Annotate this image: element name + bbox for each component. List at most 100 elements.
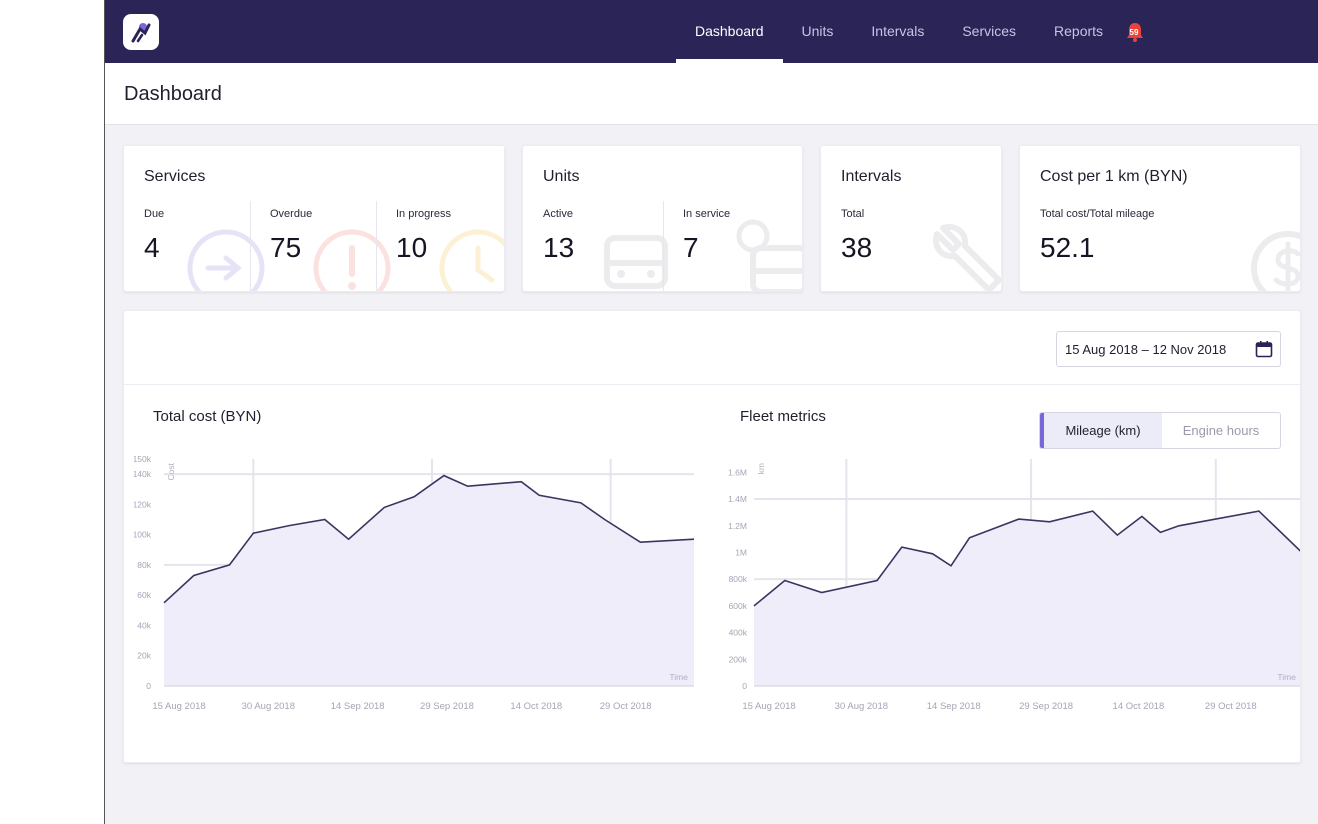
- y-tick-label: 140k: [134, 469, 152, 479]
- y-tick-label: 80k: [137, 560, 151, 570]
- wrench-icon: [933, 224, 1001, 291]
- x-tick-label: 14 Oct 2018: [1113, 701, 1165, 712]
- x-tick-label: 29 Sep 2018: [420, 701, 474, 712]
- units-inservice-label: In service: [683, 208, 731, 220]
- y-tick-label: 20k: [137, 651, 151, 661]
- x-tick-label: 15 Aug 2018: [152, 701, 205, 712]
- services-inprogress-value: 10: [396, 232, 428, 263]
- cost-stat: Total cost/Total mileage 52.1: [1040, 208, 1154, 264]
- intervals-total-value: 38: [841, 232, 873, 263]
- services-card-title: Services: [144, 168, 206, 185]
- y-tick-label: 1.4M: [728, 494, 747, 504]
- car-icon: [604, 235, 668, 289]
- x-tick-label: 15 Aug 2018: [742, 701, 795, 712]
- y-axis-label: km: [756, 463, 766, 474]
- x-tick-label: 30 Aug 2018: [835, 701, 888, 712]
- y-tick-label: 200k: [729, 654, 748, 664]
- units-inservice-value: 7: [683, 232, 699, 263]
- intervals-total-label: Total: [841, 208, 865, 220]
- alert-circle-icon: [313, 229, 391, 291]
- nav-item-services[interactable]: Services: [962, 23, 1017, 39]
- cost-card[interactable]: Cost per 1 km (BYN) Total cost/Total mil…: [1019, 145, 1301, 292]
- services-due-stat: Due 4: [144, 208, 164, 264]
- fleet-metric-toggle: Mileage (km) Engine hours: [1039, 412, 1281, 449]
- x-tick-label: 14 Sep 2018: [927, 701, 981, 712]
- app-frame: Dashboard Units Intervals Services Repor…: [104, 0, 1318, 824]
- page-header: Dashboard: [105, 63, 1318, 125]
- nav-item-dashboard[interactable]: Dashboard: [676, 0, 783, 63]
- y-axis-label: Cost: [166, 462, 176, 480]
- total-cost-chart: 0 20k 40k 60k 80k 100k 120k 140k 150k 15 Aug 2018…: [134, 454, 695, 712]
- y-tick-label: 1.2M: [728, 521, 747, 531]
- y-tick-label: 400k: [729, 628, 748, 638]
- cost-value: 52.1: [1040, 232, 1095, 263]
- total-cost-chart-title: Total cost (BYN): [153, 408, 262, 425]
- fleet-metrics-title: Fleet metrics: [740, 408, 826, 425]
- dollar-coin-icon: [1251, 231, 1300, 291]
- divider: [250, 201, 251, 291]
- logo-icon: [131, 23, 151, 43]
- app-logo[interactable]: [123, 14, 159, 50]
- top-nav-bar: Dashboard Units Intervals Services Repor…: [105, 0, 1318, 63]
- x-axis-label: Time: [1277, 672, 1296, 682]
- divider: [663, 201, 664, 291]
- units-card-title: Units: [543, 168, 580, 185]
- y-tick-label: 1.6M: [728, 467, 747, 477]
- units-active-stat: Active 13: [543, 208, 574, 264]
- charts-card: 15 Aug 2018 – 12 Nov 2018 Total cost (BY…: [123, 310, 1301, 763]
- main-nav: Dashboard Units Intervals Services Repor…: [676, 0, 1122, 63]
- nav-item-units[interactable]: Units: [801, 23, 834, 39]
- units-active-label: Active: [543, 208, 573, 220]
- services-due-value: 4: [144, 232, 160, 263]
- services-overdue-label: Overdue: [270, 208, 313, 220]
- nav-item-reports[interactable]: Reports: [1054, 23, 1104, 39]
- y-tick-label: 600k: [729, 601, 748, 611]
- services-overdue-value: 75: [270, 232, 302, 263]
- y-tick-label: 1M: [735, 547, 747, 557]
- units-active-value: 13: [543, 232, 575, 263]
- notification-bell-icon[interactable]: [1125, 22, 1145, 42]
- x-tick-label: 14 Sep 2018: [331, 701, 385, 712]
- services-overdue-stat: Overdue 75: [270, 208, 312, 264]
- cost-sub-label: Total cost/Total mileage: [1040, 208, 1155, 220]
- y-tick-label: 40k: [137, 620, 151, 630]
- date-range-value: 15 Aug 2018 – 12 Nov 2018: [1065, 342, 1227, 357]
- y-tick-label: 800k: [729, 574, 748, 584]
- x-tick-label: 30 Aug 2018: [242, 701, 295, 712]
- intervals-card-title: Intervals: [841, 168, 902, 185]
- x-tick-label: 29 Oct 2018: [600, 701, 652, 712]
- calendar-icon[interactable]: [1255, 340, 1273, 358]
- divider: [376, 201, 377, 291]
- nav-item-intervals[interactable]: Intervals: [871, 23, 925, 39]
- x-tick-label: 29 Sep 2018: [1019, 701, 1073, 712]
- divider: [124, 384, 1300, 385]
- y-tick-label: 0: [146, 681, 151, 691]
- y-tick-label: 120k: [134, 499, 152, 509]
- engine-hours-toggle-button[interactable]: Engine hours: [1182, 423, 1260, 438]
- services-due-label: Due: [144, 208, 165, 220]
- services-inprogress-stat: In progress 10: [396, 208, 451, 264]
- y-tick-label: 0: [742, 681, 747, 691]
- y-tick-label: 60k: [137, 590, 151, 600]
- series-area: [164, 475, 694, 686]
- y-tick-label: 100k: [134, 530, 152, 540]
- intervals-card[interactable]: Intervals Total 38: [820, 145, 1002, 292]
- x-tick-label: 29 Oct 2018: [1205, 701, 1257, 712]
- x-tick-label: 14 Oct 2018: [510, 701, 562, 712]
- page-title: Dashboard: [124, 83, 222, 105]
- cost-card-title: Cost per 1 km (BYN): [1040, 168, 1188, 185]
- services-card[interactable]: Services Due 4 Overdue 75 In progress 10: [123, 145, 505, 292]
- units-card[interactable]: Units Active 13 In service 7: [522, 145, 803, 292]
- car-clock-icon: [736, 219, 802, 291]
- date-range-picker[interactable]: 15 Aug 2018 – 12 Nov 2018: [1056, 331, 1281, 367]
- y-tick-label: 150k: [134, 454, 152, 464]
- clock-icon: [439, 229, 504, 291]
- fleet-metrics-chart: 0 200k 400k 600k 800k 1M 1.2M 1.4M 1.6M 15 Aug 20…: [728, 459, 1300, 712]
- intervals-total-stat: Total 38: [841, 208, 872, 264]
- units-inservice-stat: In service 7: [683, 208, 730, 264]
- arrow-circle-icon: [187, 229, 265, 291]
- mileage-toggle-button[interactable]: Mileage (km): [1040, 413, 1162, 448]
- x-axis-label: Time: [669, 672, 688, 682]
- notification-count-badge: 59: [1129, 28, 1139, 37]
- series-area: [754, 511, 1300, 686]
